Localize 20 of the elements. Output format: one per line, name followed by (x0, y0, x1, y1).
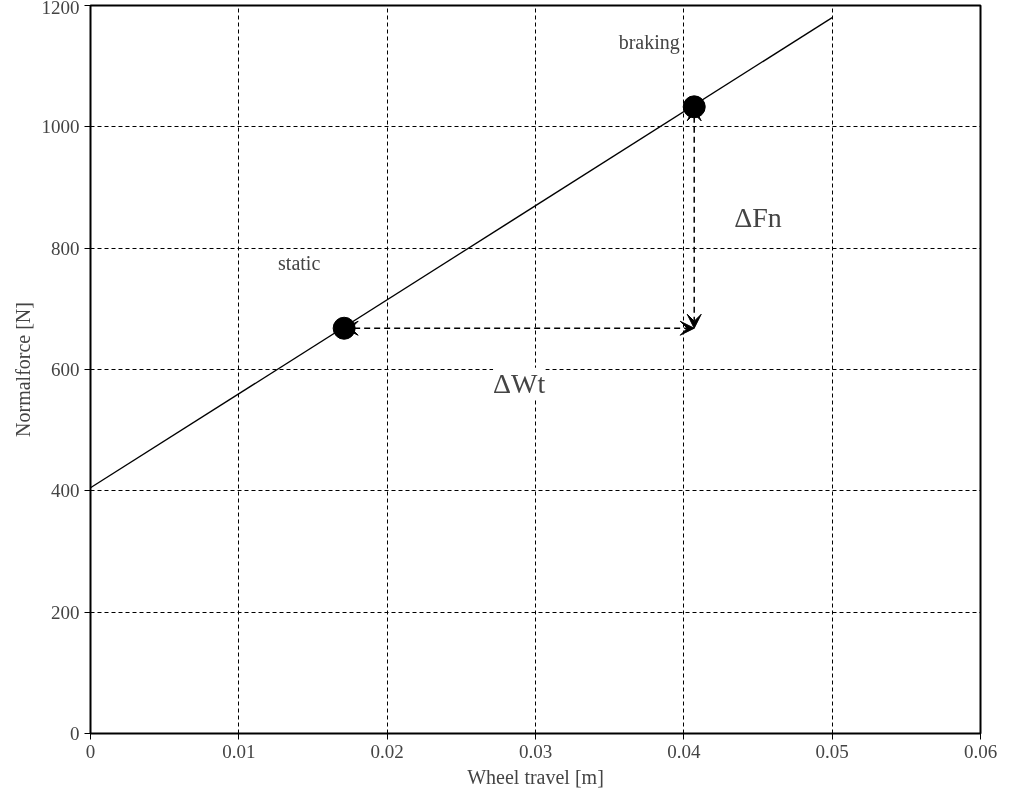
x-tick-label: 0.03 (518, 740, 553, 762)
y-tick-label: 800 (51, 237, 80, 259)
annotation: ΔFn (734, 202, 782, 234)
x-tick-label: 0.06 (963, 740, 998, 762)
x-axis-title: Wheel travel [m] (467, 765, 604, 788)
x-tick-label: 0.05 (815, 740, 849, 762)
y-tick-label: 200 (51, 601, 80, 623)
annotation: braking (618, 30, 680, 54)
y-tick-label: 1200 (41, 0, 80, 18)
annotation: static (278, 252, 321, 275)
x-tick-label: 0.02 (370, 740, 404, 762)
x-tick-label: 0.04 (667, 740, 701, 762)
y-tick-label: 0 (70, 723, 80, 744)
y-tick-label: 1000 (41, 116, 80, 138)
y-tick-label: 400 (51, 480, 80, 502)
y-tick-label: 600 (51, 359, 80, 380)
x-tick-label: 0.01 (222, 740, 256, 762)
y-axis-title: Normalforce [N] (11, 302, 34, 437)
x-tick-label: 0 (85, 740, 96, 762)
annotation: ΔWt (493, 367, 546, 399)
